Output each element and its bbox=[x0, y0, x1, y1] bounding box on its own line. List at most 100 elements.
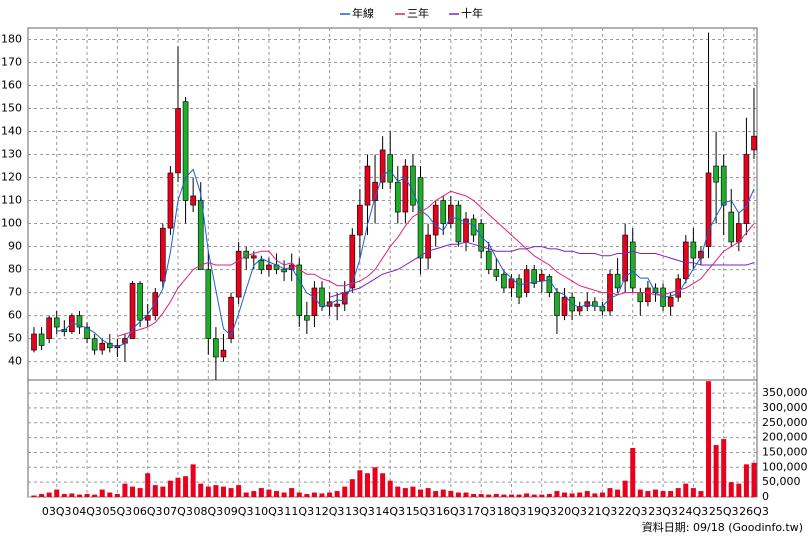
x-tick-label: 15Q3 bbox=[406, 505, 436, 518]
volume-bar bbox=[387, 480, 393, 497]
volume-bar bbox=[167, 480, 173, 497]
volume-bar bbox=[508, 494, 514, 497]
candle-body bbox=[213, 338, 219, 358]
volume-bar bbox=[304, 494, 310, 497]
volume-bar bbox=[395, 486, 401, 497]
volume-bar bbox=[145, 473, 151, 497]
candle-body bbox=[167, 172, 174, 229]
volume-bar bbox=[327, 492, 333, 497]
y-tick-label: 100 bbox=[1, 217, 22, 230]
candle-body bbox=[258, 260, 265, 270]
candle-body bbox=[546, 276, 553, 293]
candle-body bbox=[622, 234, 628, 282]
candle-body bbox=[705, 172, 712, 247]
volume-bar bbox=[220, 486, 226, 497]
x-tick-label: 07Q3 bbox=[163, 505, 193, 518]
x-tick-label: 13Q3 bbox=[345, 505, 375, 518]
candle-body bbox=[319, 287, 325, 307]
candle-body bbox=[614, 273, 621, 289]
x-tick-label: 12Q3 bbox=[315, 505, 345, 518]
candle-body bbox=[637, 292, 644, 303]
volume-bar bbox=[736, 483, 742, 497]
volume-bar bbox=[107, 492, 113, 497]
candle-body bbox=[304, 315, 310, 321]
y2-tick-label: 150,000 bbox=[762, 445, 808, 458]
legend-label: 三年 bbox=[407, 6, 429, 20]
candle-body bbox=[129, 283, 136, 339]
candle-body bbox=[53, 317, 60, 328]
volume-bar bbox=[455, 492, 461, 497]
candle-body bbox=[311, 287, 318, 316]
x-tick-label: 23Q3 bbox=[648, 505, 678, 518]
volume-bar bbox=[213, 485, 219, 497]
candle-body bbox=[46, 317, 52, 339]
volume-bar bbox=[524, 493, 530, 497]
volume-bar bbox=[478, 494, 484, 497]
x-tick-label: 09Q3 bbox=[224, 505, 254, 518]
candle-body bbox=[394, 181, 401, 213]
volume-bar bbox=[516, 494, 522, 497]
candle-body bbox=[675, 278, 682, 298]
volume-bar bbox=[698, 491, 704, 497]
volume-bar bbox=[652, 489, 658, 497]
volume-bar bbox=[728, 482, 734, 497]
x-tick-label: 21Q3 bbox=[588, 505, 618, 518]
volume-bar bbox=[205, 486, 211, 497]
y-tick-label: 60 bbox=[8, 309, 22, 322]
candle-body bbox=[349, 234, 356, 289]
candle-body bbox=[448, 204, 454, 224]
volume-bar bbox=[54, 489, 60, 497]
volume-bar bbox=[190, 464, 196, 497]
x-tick-label: 25Q3 bbox=[709, 505, 739, 518]
x-tick-label: 05Q3 bbox=[103, 505, 133, 518]
volume-bar bbox=[319, 493, 325, 497]
volume-bar bbox=[645, 491, 651, 497]
candle-body bbox=[160, 227, 166, 282]
candle-body bbox=[99, 342, 106, 351]
volume-bar bbox=[706, 381, 712, 497]
candle-body bbox=[402, 165, 409, 213]
candle-body bbox=[379, 149, 386, 183]
volume-bar bbox=[183, 476, 189, 497]
y-tick-label: 40 bbox=[8, 355, 22, 368]
source-note: 資料日期: 09/18 (Goodinfo.tw) bbox=[642, 520, 803, 534]
candle-body bbox=[197, 200, 204, 270]
series-line bbox=[56, 168, 755, 348]
candle-body bbox=[152, 292, 159, 316]
y2-tick-label: 50,000 bbox=[762, 475, 801, 488]
candle-body bbox=[493, 269, 500, 277]
candle-body bbox=[538, 273, 545, 282]
volume-bar bbox=[236, 485, 242, 497]
volume-bar bbox=[584, 491, 590, 497]
x-tick-label: 06Q3 bbox=[133, 505, 163, 518]
volume-bar bbox=[433, 491, 439, 497]
volume-bar bbox=[198, 483, 204, 497]
volume-bar bbox=[92, 494, 98, 497]
x-tick-label: 16Q3 bbox=[436, 505, 466, 518]
volume-bar bbox=[410, 486, 416, 497]
candle-body bbox=[357, 204, 363, 236]
candle-body bbox=[144, 315, 151, 321]
candle-body bbox=[387, 154, 394, 183]
volume-bar bbox=[61, 494, 67, 497]
candle-body bbox=[554, 292, 560, 316]
candle-body bbox=[266, 264, 272, 270]
candle-body bbox=[137, 283, 143, 321]
candle-body bbox=[728, 211, 735, 243]
volume-bar bbox=[546, 494, 552, 497]
candle-body bbox=[76, 315, 83, 328]
volume-bar bbox=[357, 470, 363, 497]
candle-body bbox=[190, 195, 196, 206]
candle-body bbox=[235, 250, 242, 298]
candle-body bbox=[31, 333, 37, 351]
y-tick-label: 90 bbox=[8, 240, 22, 253]
volume-bar bbox=[349, 479, 355, 497]
candle-body bbox=[175, 108, 181, 174]
volume-bar bbox=[130, 486, 136, 497]
volume-bar bbox=[622, 480, 628, 497]
volume-bar bbox=[84, 494, 90, 497]
x-tick-label: 20Q3 bbox=[557, 505, 587, 518]
x-tick-label: 17Q3 bbox=[466, 505, 496, 518]
candle-body bbox=[84, 326, 90, 339]
